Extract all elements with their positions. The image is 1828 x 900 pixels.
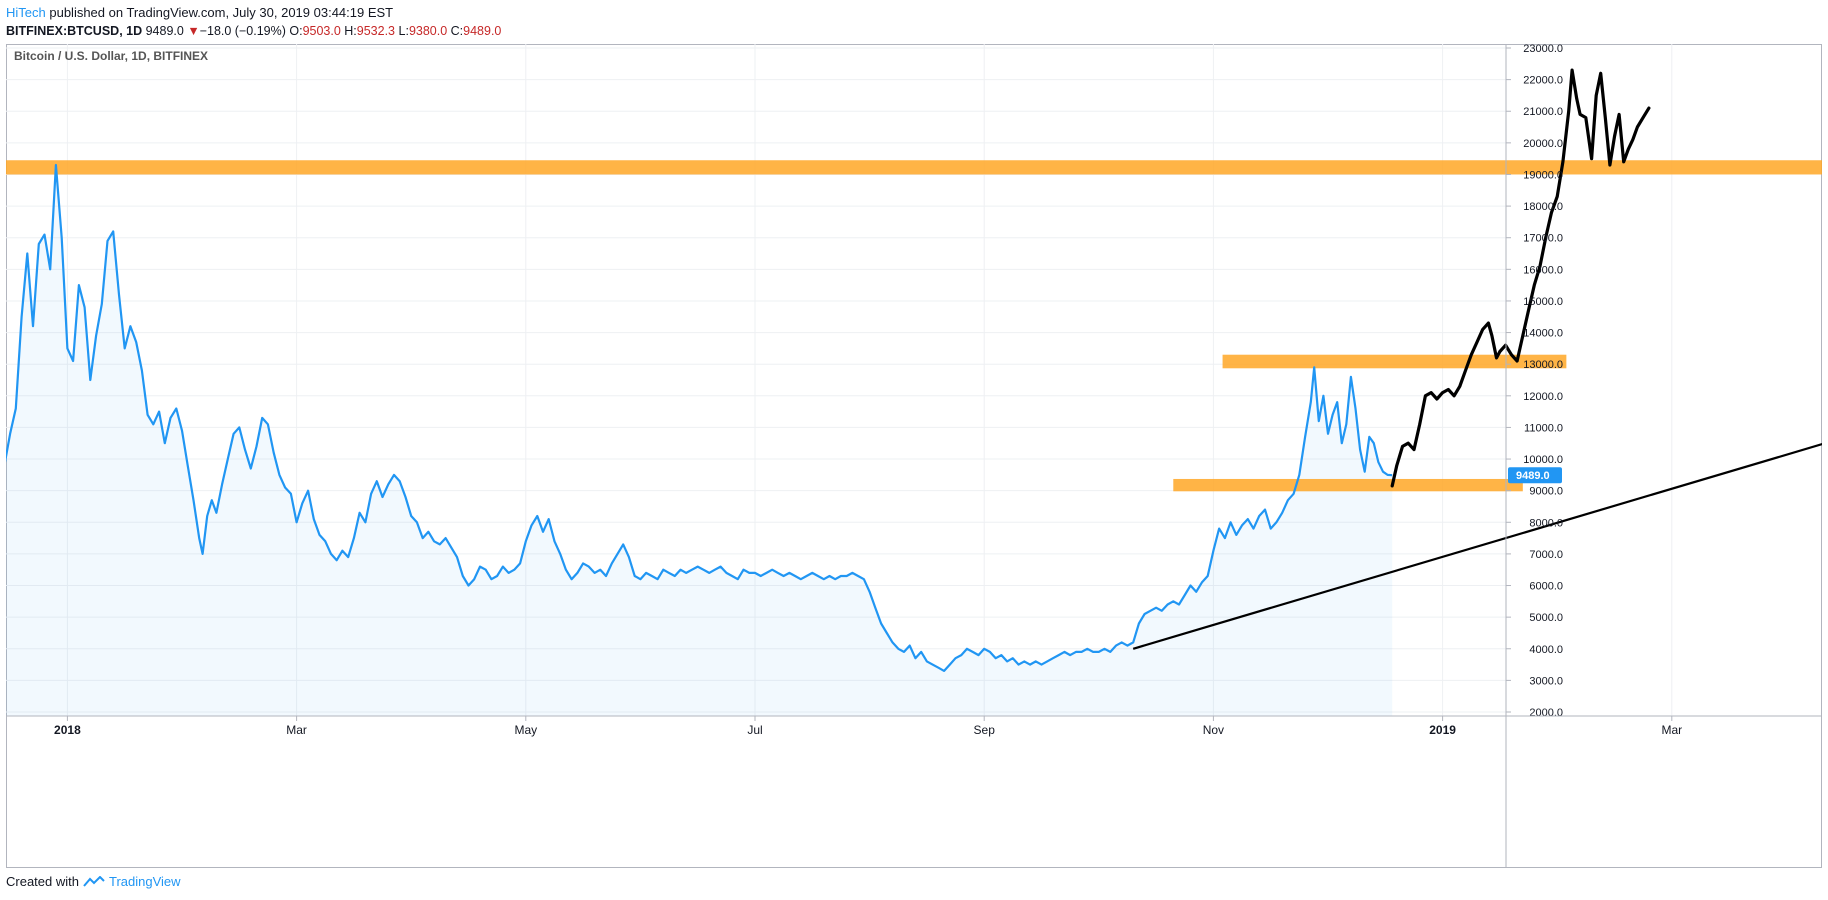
x-tick-label: Jul — [747, 723, 762, 737]
close-value: 9489.0 — [463, 24, 502, 38]
y-tick-label: 3000.0 — [1529, 675, 1563, 687]
y-tick-label: 14000.0 — [1523, 328, 1563, 340]
price-change: −18.0 (−0.19%) — [199, 24, 286, 38]
y-tick-label: 21000.0 — [1523, 106, 1563, 118]
y-tick-label: 5000.0 — [1529, 612, 1563, 624]
chart-area[interactable]: 2000.0 3000.0 4000.0 5000.0 6000.0 7000.0 8000… — [0, 43, 1828, 868]
x-tick-label: Mar — [1661, 723, 1682, 737]
down-triangle-icon: ▼ — [187, 24, 200, 38]
support-resistance-zones — [0, 160, 1828, 492]
y-tick-label: 2000.0 — [1529, 707, 1563, 719]
ohlc-line: BITFINEX:BTCUSD, 1D 9489.0 ▼−18.0 (−0.19… — [6, 22, 1206, 40]
close-label: C: — [450, 24, 464, 38]
y-tick-label: 13000.0 — [1523, 359, 1563, 371]
price-zone — [1173, 478, 1523, 492]
y-tick-label: 8000.0 — [1529, 517, 1563, 529]
chart-border — [6, 44, 1822, 868]
y-tick-label: 4000.0 — [1529, 644, 1563, 656]
btc-price-line — [3, 163, 1393, 672]
y-tick-label: 7000.0 — [1529, 549, 1563, 561]
last-price: 9489.0 — [145, 24, 184, 38]
y-tick-label: 23000.0 — [1523, 44, 1563, 55]
y-tick-label: 15000.0 — [1523, 296, 1563, 308]
last-price-badge: 9489.0 — [1508, 467, 1562, 484]
projection-line — [1390, 68, 1651, 488]
y-tick-label: 19000.0 — [1523, 169, 1563, 181]
x-tick-label: Nov — [1203, 723, 1224, 737]
y-tick-label: 18000.0 — [1523, 201, 1563, 213]
tradingview-brand[interactable]: TradingView — [108, 874, 181, 889]
y-tick-label: 6000.0 — [1529, 581, 1563, 593]
high-value: 9532.3 — [356, 24, 396, 38]
price-chart[interactable]: 2000.0 3000.0 4000.0 5000.0 6000.0 7000.0 8000… — [0, 43, 1828, 868]
x-tick-label: 2018 — [54, 723, 81, 737]
price-zone — [0, 160, 1828, 175]
x-tick-label: Mar — [286, 723, 307, 737]
y-tick-label: 11000.0 — [1524, 422, 1563, 434]
x-tick-label: Sep — [974, 723, 996, 737]
series-area-fill — [4, 165, 1393, 716]
y-tick-label: 16000.0 — [1523, 264, 1563, 276]
published-text: published on TradingView.com, July 30, 2… — [45, 5, 394, 20]
price-zone — [1222, 354, 1567, 369]
chart-header: HiTech published on TradingView.com, Jul… — [6, 4, 1206, 40]
open-label: O: — [289, 24, 303, 38]
x-tick-label: 2019 — [1429, 723, 1456, 737]
price-axis[interactable]: 2000.0 3000.0 4000.0 5000.0 6000.0 7000.0 8000… — [1505, 43, 1563, 868]
publish-line: HiTech published on TradingView.com, Jul… — [6, 4, 1206, 22]
y-tick-label: 22000.0 — [1523, 75, 1563, 87]
open-value: 9503.0 — [302, 24, 341, 38]
low-label: L: — [398, 24, 409, 38]
tradingview-logo-icon — [83, 875, 105, 888]
low-value: 9380.0 — [408, 24, 448, 38]
created-with-text: Created with — [6, 874, 79, 889]
symbol-label: BITFINEX:BTCUSD, 1D — [6, 24, 143, 38]
y-tick-label: 20000.0 — [1523, 138, 1563, 150]
x-tick-label: May — [514, 723, 537, 737]
chart-title: Bitcoin / U.S. Dollar, 1D, BITFINEX — [14, 49, 208, 63]
y-tick-label: 9000.0 — [1529, 486, 1563, 498]
y-tick-label: 17000.0 — [1523, 233, 1563, 245]
time-axis[interactable]: 2018MarMayJulSepNov2019MarMayJulSepNov20… — [6, 715, 1822, 737]
trendline — [1132, 441, 1828, 650]
y-tick-label: 10000.0 — [1523, 454, 1563, 466]
high-label: H: — [344, 24, 357, 38]
author-link[interactable]: HiTech — [6, 5, 46, 20]
footer: Created with TradingView — [6, 874, 181, 889]
y-tick-label: 12000.0 — [1523, 391, 1563, 403]
last-price-badge-text: 9489.0 — [1516, 470, 1550, 482]
